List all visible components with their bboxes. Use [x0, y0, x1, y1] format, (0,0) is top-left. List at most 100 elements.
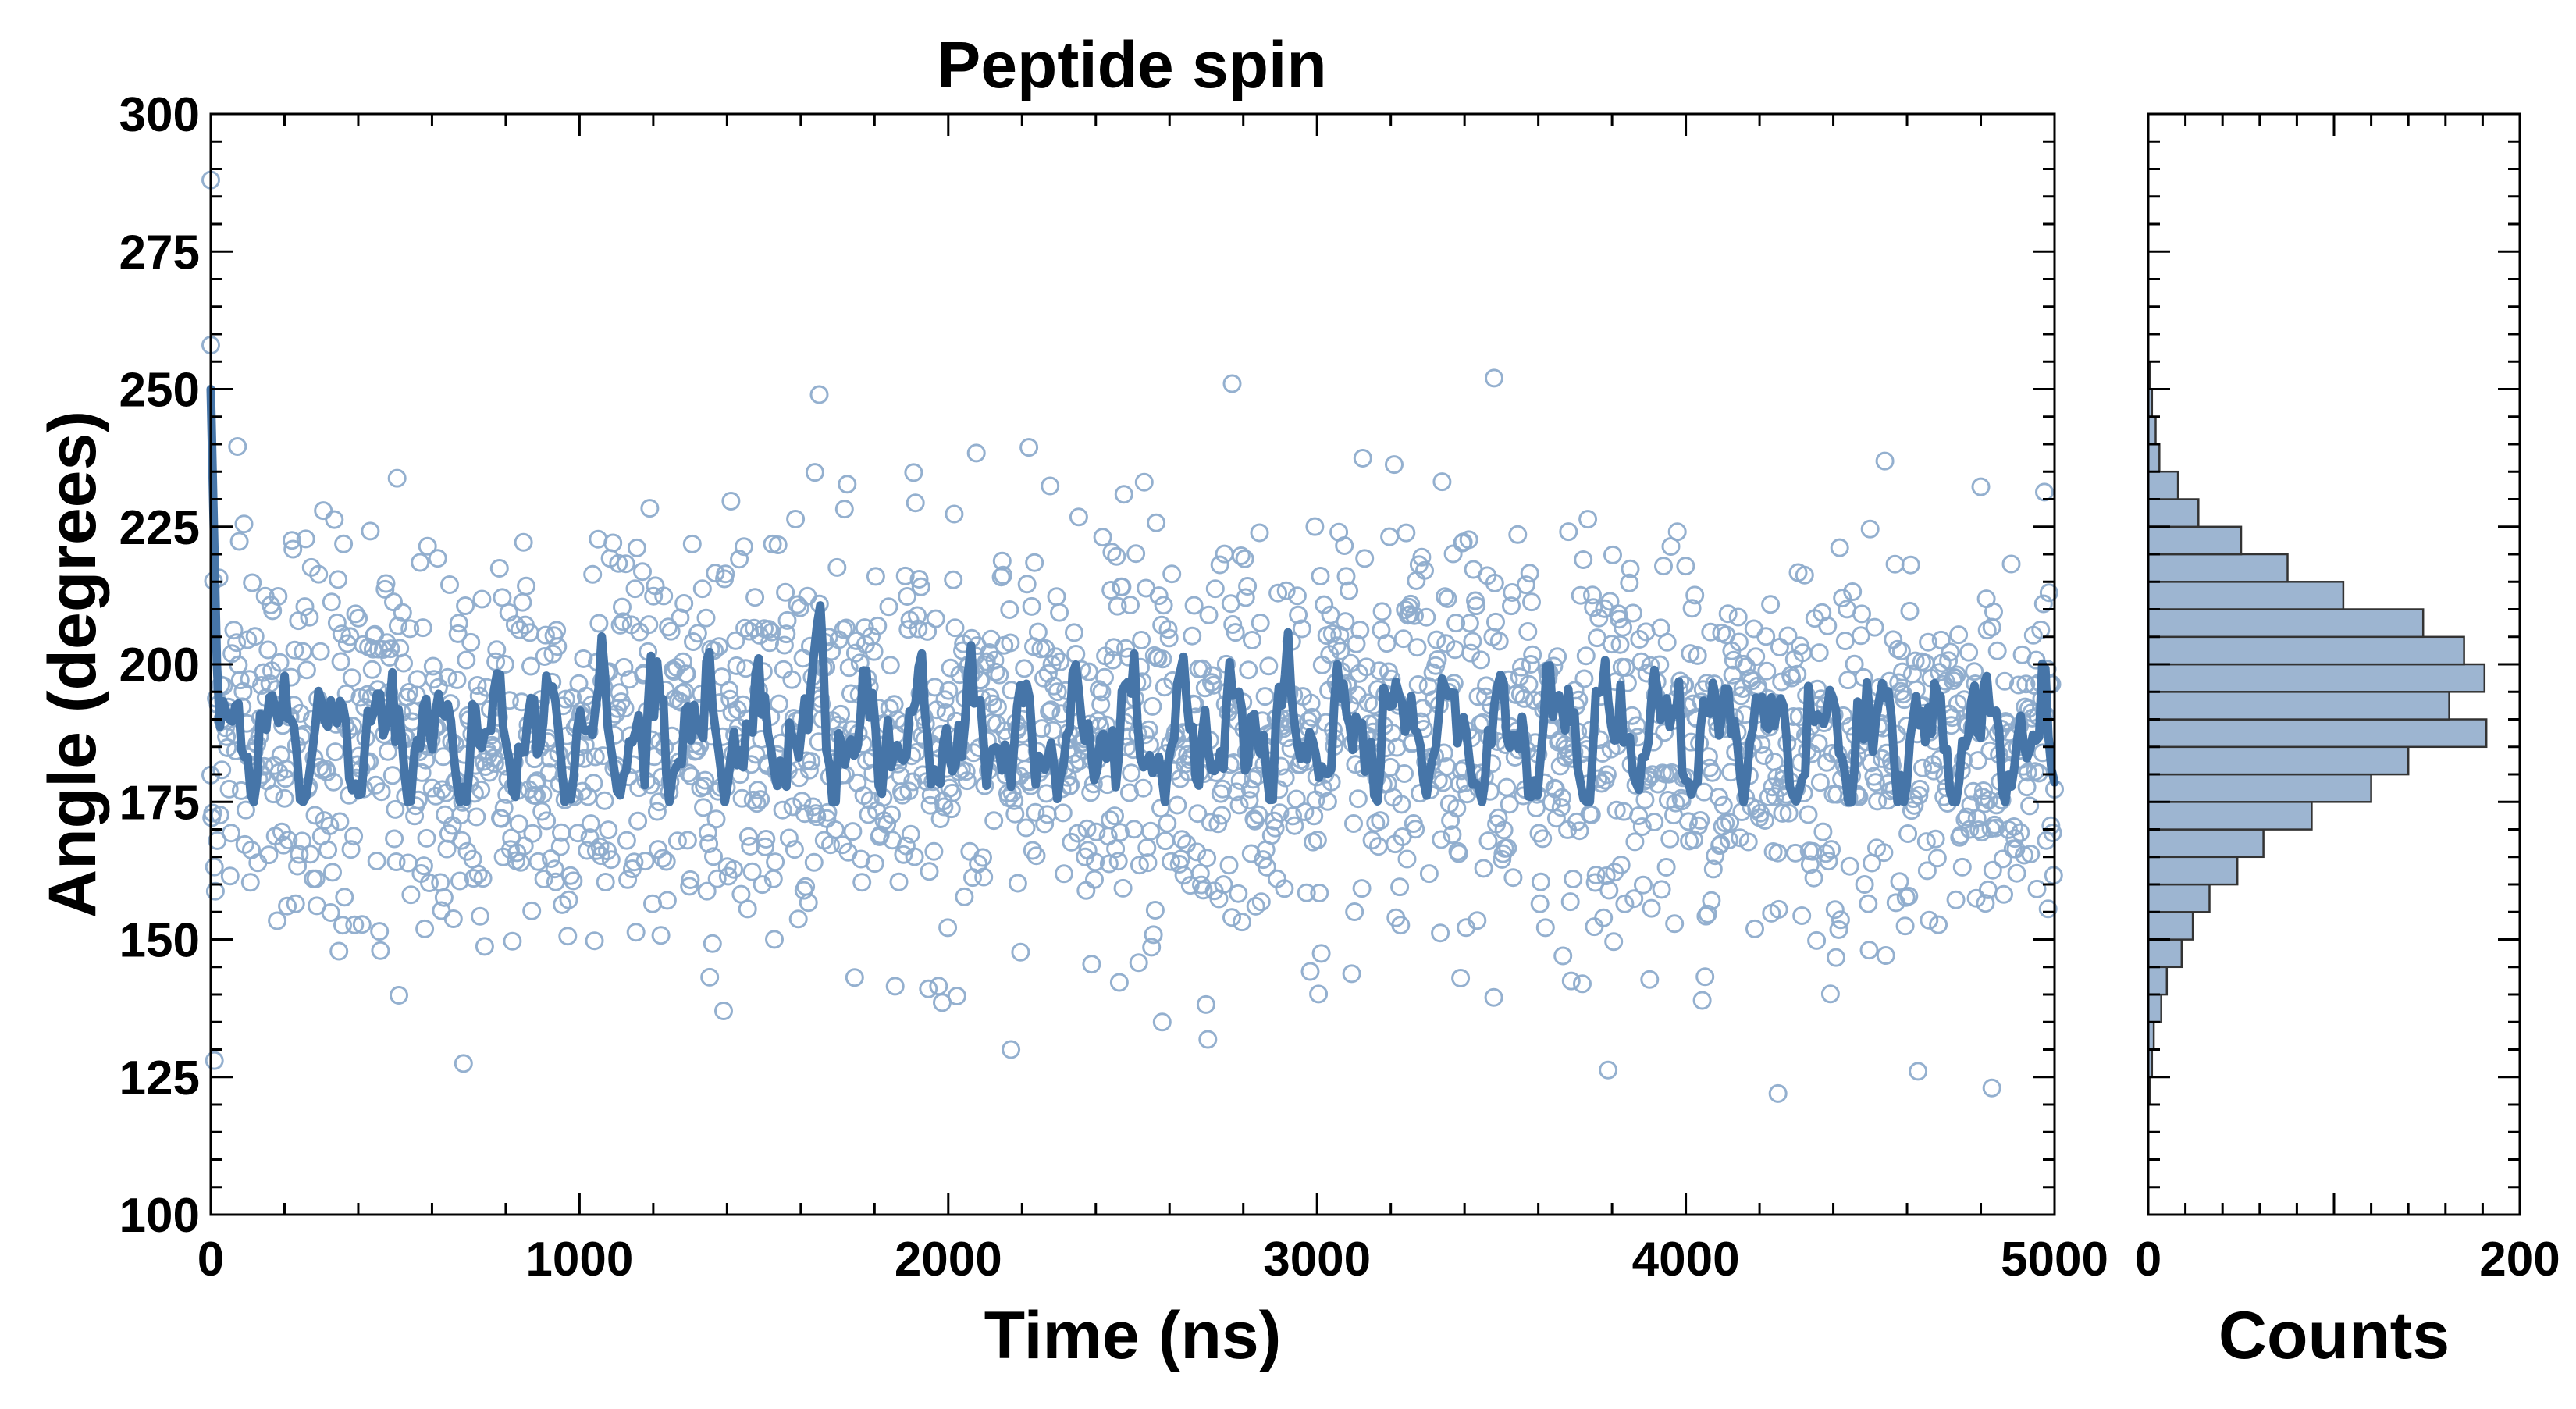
- y-tick-label: 100: [119, 1189, 200, 1243]
- scatter-point: [318, 840, 338, 859]
- scatter-point: [1255, 687, 1275, 706]
- scatter-point: [1945, 668, 1965, 687]
- scatter-point: [1385, 455, 1404, 475]
- scatter-point: [1188, 804, 1208, 824]
- scatter-point: [431, 873, 450, 892]
- scatter-point: [884, 695, 904, 714]
- scatter-point: [1603, 545, 1622, 564]
- scatter-point: [322, 592, 341, 612]
- scatter-point: [679, 763, 699, 783]
- scatter-point: [768, 535, 788, 554]
- scatter-point: [1168, 795, 1187, 815]
- scatter-point: [1345, 902, 1364, 921]
- scatter-point: [440, 575, 459, 594]
- scatter-point: [747, 794, 767, 813]
- histogram-x-tick-label: 0: [2135, 1233, 2161, 1286]
- scatter-point: [704, 847, 723, 866]
- scatter-point: [774, 635, 794, 655]
- scatter-point: [585, 931, 604, 951]
- scatter-point: [595, 791, 614, 810]
- scatter-point: [1615, 894, 1635, 913]
- scatter-point: [2017, 777, 2037, 797]
- scatter-point: [1929, 915, 1948, 934]
- scatter-point: [1000, 600, 1019, 619]
- scatter-point: [203, 803, 222, 823]
- scatter-point: [1158, 620, 1178, 639]
- scatter-point: [1586, 866, 1606, 884]
- x-tick-label: 2000: [895, 1233, 1002, 1286]
- scatter-point: [1427, 630, 1446, 649]
- scatter-point: [1087, 822, 1106, 841]
- scatter-point: [344, 827, 364, 846]
- scatter-point: [1357, 657, 1376, 677]
- scatter-point: [1533, 829, 1553, 849]
- scatter-point: [1219, 856, 1239, 875]
- scatter-point: [756, 837, 775, 856]
- scatter-point: [1460, 614, 1479, 633]
- scatter-point: [930, 809, 950, 828]
- scatter-point: [534, 870, 553, 888]
- scatter-point: [1305, 517, 1325, 536]
- scatter-point: [296, 529, 315, 549]
- scatter-point: [889, 872, 909, 891]
- scatter-point: [1085, 870, 1104, 889]
- scatter-point: [1066, 645, 1086, 664]
- scatter-point: [2027, 879, 2047, 898]
- scatter-point: [1142, 938, 1162, 957]
- scatter-point: [295, 597, 315, 617]
- scatter-point: [1624, 603, 1642, 623]
- scatter-point: [1982, 617, 2001, 637]
- scatter-point: [906, 493, 925, 513]
- scatter-point: [1486, 612, 1505, 632]
- scatter-point: [1285, 816, 1304, 835]
- x-tick-label: 0: [197, 1233, 224, 1286]
- scatter-point: [1909, 786, 1929, 805]
- scatter-point: [1754, 746, 1774, 765]
- scatter-point: [1868, 792, 1888, 811]
- scatter-point: [1910, 779, 1930, 799]
- scatter-point: [639, 615, 659, 635]
- scatter-point: [1768, 843, 1788, 863]
- histogram-x-axis-label: Counts: [2218, 1298, 2450, 1373]
- scatter-point: [1599, 881, 1619, 900]
- scatter-point: [920, 862, 939, 881]
- scatter-point: [309, 564, 329, 584]
- histogram-bars-layer: [2147, 361, 2488, 1106]
- scatter-point: [762, 622, 781, 642]
- scatter-point: [818, 802, 838, 822]
- scatter-point: [1041, 700, 1061, 720]
- scatter-point: [240, 873, 260, 892]
- scatter-point: [992, 551, 1012, 571]
- scatter-point: [1859, 894, 1878, 913]
- scatter-point: [1092, 682, 1112, 702]
- scatter-point: [743, 790, 763, 809]
- scatter-point: [1927, 849, 1947, 868]
- scatter-point: [714, 1002, 733, 1020]
- scatter-point: [1457, 785, 1477, 804]
- scatter-point: [1077, 819, 1097, 838]
- scatter-point: [1500, 795, 1519, 814]
- scatter-point: [1310, 884, 1329, 902]
- scatter-point: [710, 637, 729, 656]
- scatter-point: [745, 588, 765, 607]
- main-axis-ticks: [209, 112, 2056, 1216]
- scatter-point: [716, 564, 735, 584]
- scatter-point: [647, 802, 667, 821]
- scatter-point: [1145, 901, 1165, 920]
- scatter-point: [1147, 513, 1166, 532]
- scatter-point: [1582, 805, 1601, 824]
- scatter-point: [1270, 803, 1290, 823]
- scatter-point: [860, 791, 880, 810]
- scatter-point: [1129, 953, 1148, 973]
- scatter-point: [1431, 923, 1450, 943]
- scatter-point: [1112, 577, 1132, 596]
- scatter-point: [1076, 881, 1096, 900]
- y-tick-label: 175: [119, 776, 200, 830]
- scatter-point: [1233, 913, 1251, 932]
- scatter-point: [1327, 636, 1347, 656]
- scatter-point: [243, 573, 262, 592]
- histogram-bar: [2147, 470, 2179, 500]
- scatter-point: [672, 684, 692, 703]
- scatter-point: [852, 873, 872, 892]
- scatter-point: [1625, 832, 1645, 852]
